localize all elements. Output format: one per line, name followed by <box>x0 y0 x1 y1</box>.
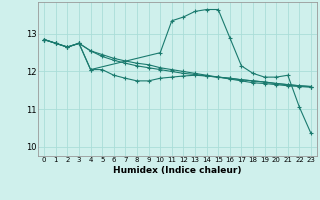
X-axis label: Humidex (Indice chaleur): Humidex (Indice chaleur) <box>113 166 242 175</box>
